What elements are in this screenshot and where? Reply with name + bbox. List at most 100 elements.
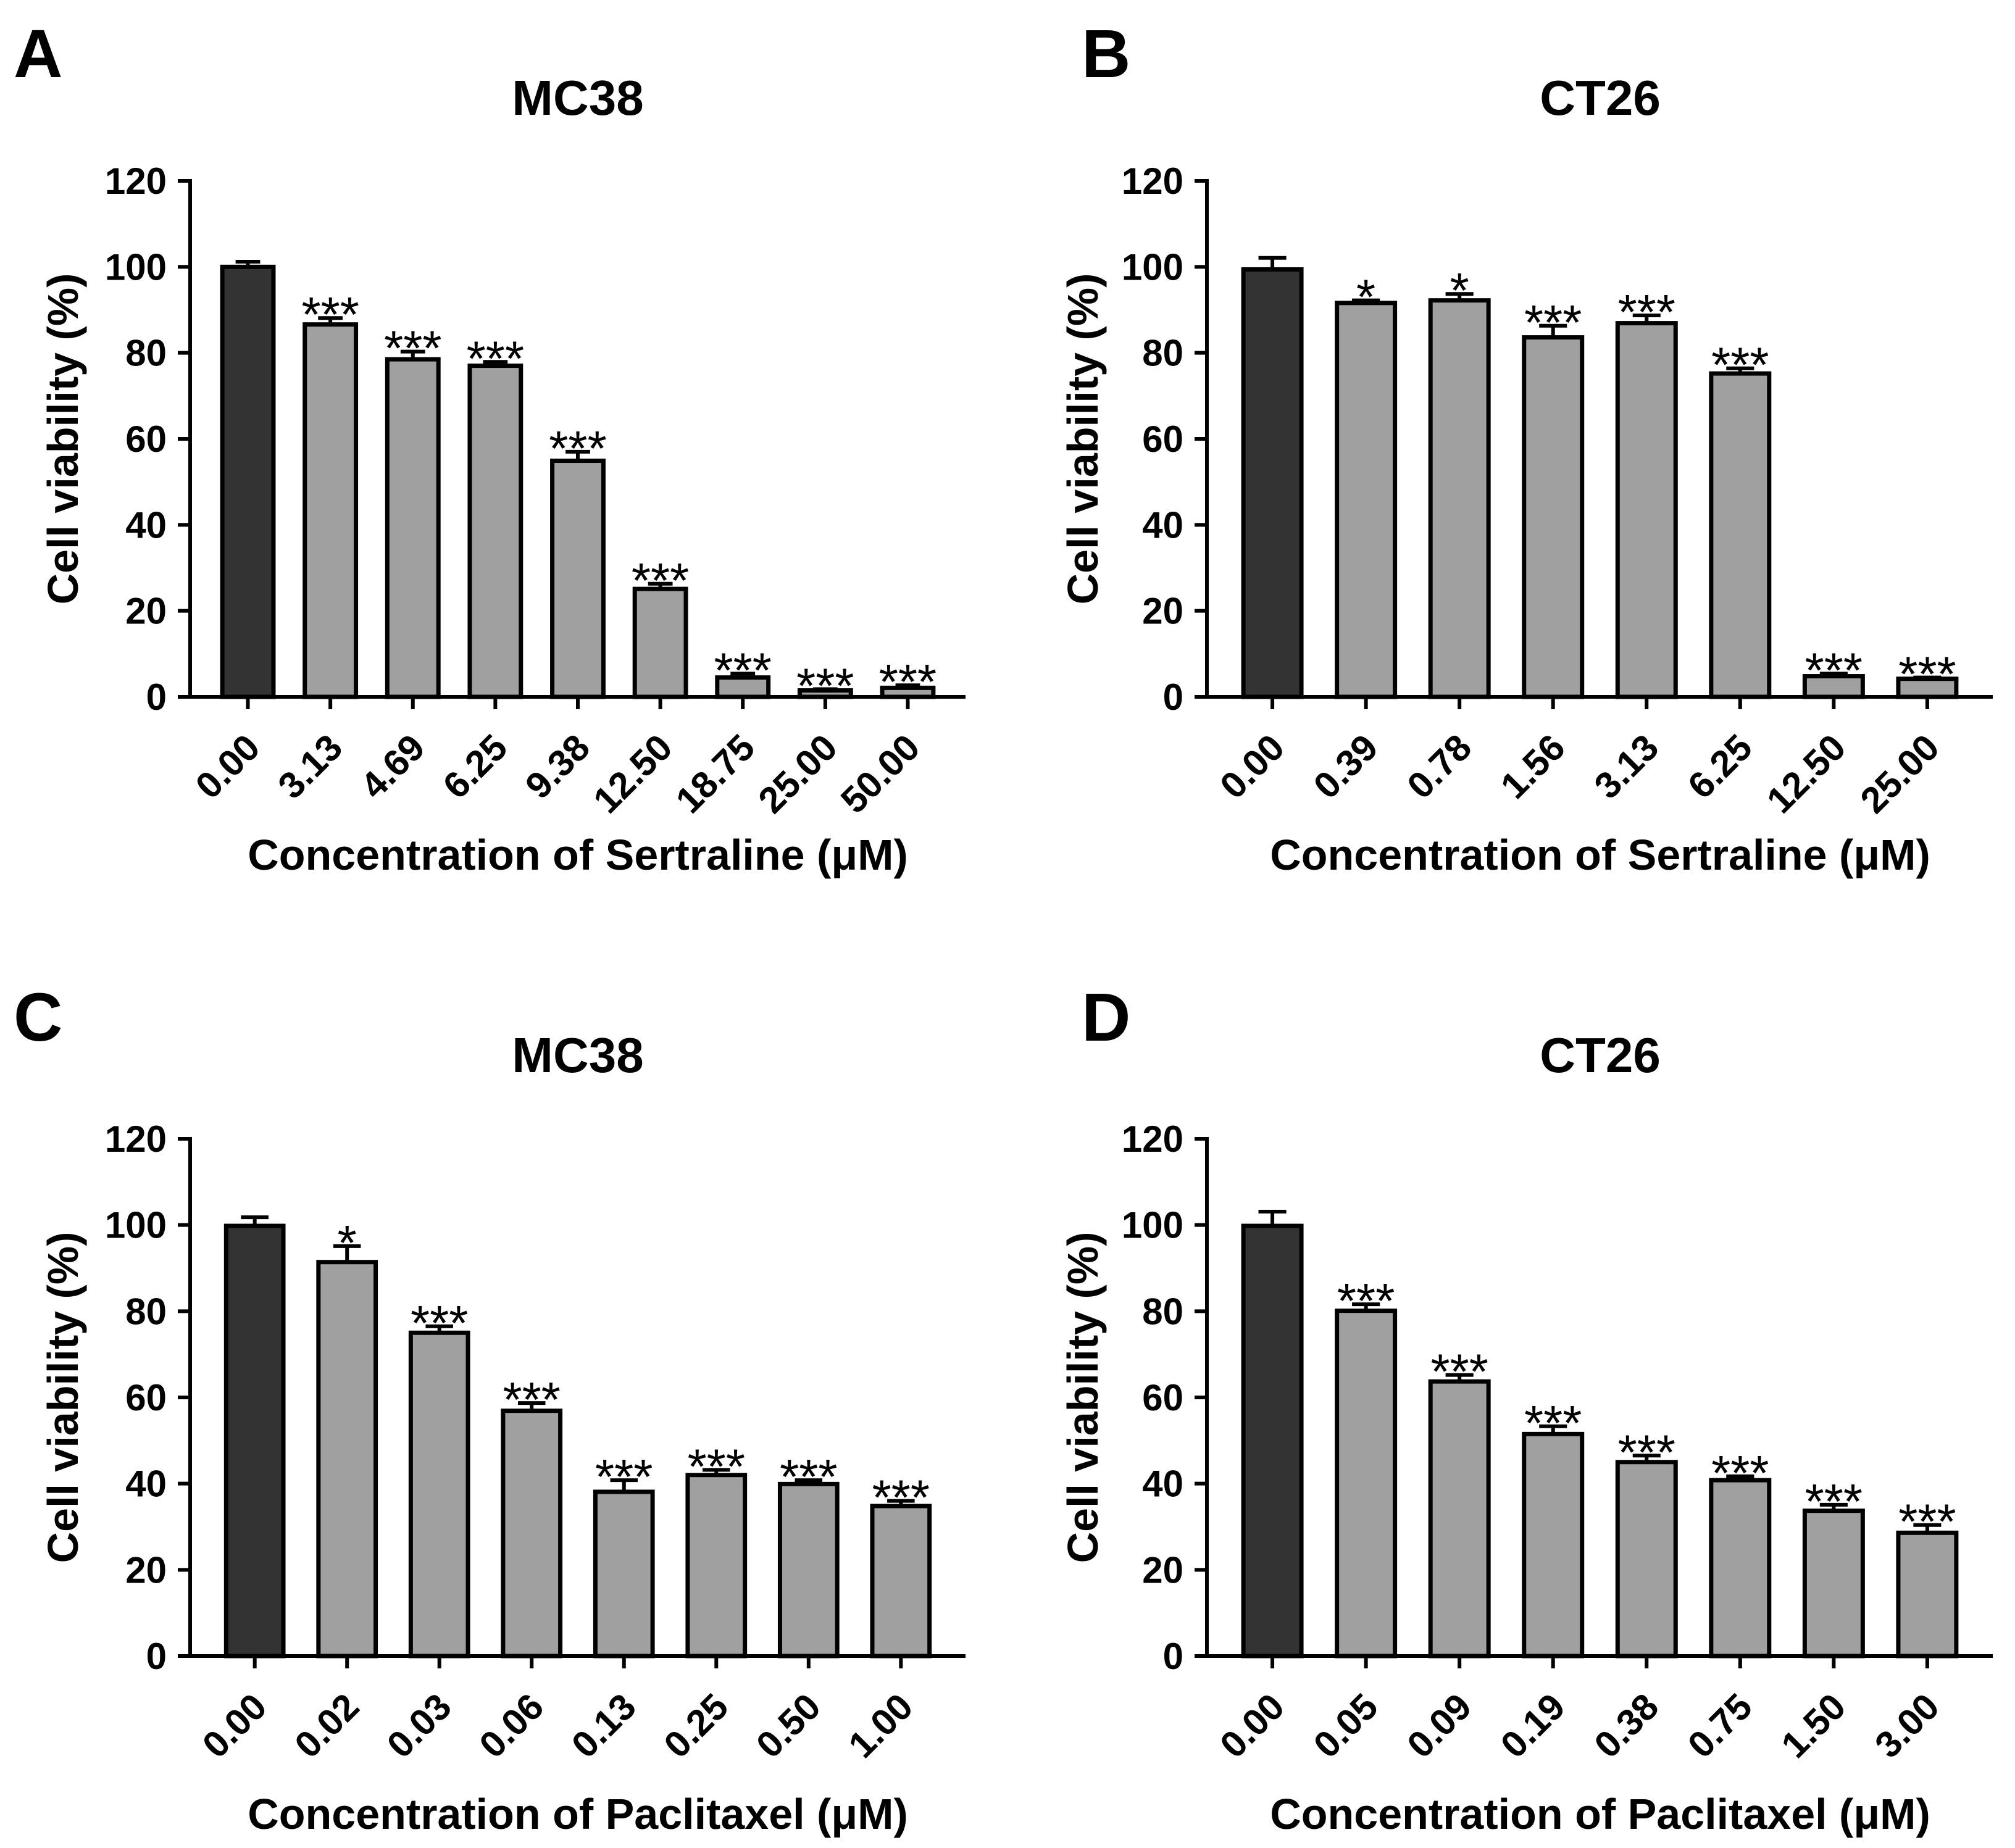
x-axis-title: Concentration of Paclitaxel (μM) bbox=[248, 1790, 908, 1838]
y-tick-label: 60 bbox=[125, 418, 167, 460]
panel-c: C MC38 Cell viability (%) Concentration … bbox=[14, 980, 966, 1838]
panel-label: A bbox=[14, 16, 62, 92]
y-tick-label: 80 bbox=[125, 1291, 167, 1332]
chart-title: CT26 bbox=[1540, 1028, 1661, 1083]
significance-marker: *** bbox=[1898, 647, 1956, 702]
bar bbox=[1335, 301, 1398, 699]
bar bbox=[501, 1409, 563, 1659]
x-axis-title: Concentration of Paclitaxel (μM) bbox=[1270, 1790, 1930, 1838]
significance-marker: * bbox=[338, 1215, 357, 1270]
significance-marker: *** bbox=[632, 553, 689, 608]
y-tick-label: 0 bbox=[1163, 676, 1183, 718]
significance-marker: *** bbox=[1898, 1494, 1956, 1549]
y-tick-label: 40 bbox=[125, 1463, 167, 1505]
significance-marker: *** bbox=[1618, 285, 1675, 339]
significance-marker: *** bbox=[714, 643, 772, 697]
significance-marker: * bbox=[1356, 270, 1375, 325]
bar-control bbox=[1241, 267, 1304, 699]
bar bbox=[316, 1260, 378, 1659]
chart-title: CT26 bbox=[1540, 70, 1661, 125]
bar bbox=[777, 1481, 840, 1659]
bar bbox=[467, 364, 524, 699]
y-tick-label: 60 bbox=[1142, 418, 1183, 460]
bar-control bbox=[1241, 1223, 1304, 1659]
y-axis-title: Cell viability (%) bbox=[1059, 273, 1107, 605]
y-tick-label: 80 bbox=[1142, 333, 1183, 374]
bar-control bbox=[223, 1223, 286, 1659]
y-tick-label: 120 bbox=[1122, 1118, 1183, 1160]
significance-marker: *** bbox=[1430, 1344, 1488, 1399]
y-axis-title: Cell viability (%) bbox=[39, 273, 87, 605]
y-tick-label: 60 bbox=[1142, 1377, 1183, 1418]
significance-marker: * bbox=[1450, 263, 1469, 318]
y-tick-label: 120 bbox=[105, 160, 167, 202]
y-tick-label: 20 bbox=[125, 1549, 167, 1591]
y-tick-label: 20 bbox=[1142, 1549, 1183, 1591]
significance-marker: *** bbox=[595, 1449, 653, 1504]
panel-label: B bbox=[1082, 16, 1130, 92]
bar bbox=[1428, 298, 1491, 699]
bar bbox=[1896, 1530, 1959, 1659]
plot-area: 0204060801001200.00***0.05***0.09***0.19… bbox=[1122, 1118, 1993, 1766]
y-tick-label: 60 bbox=[125, 1377, 167, 1418]
chart-title: MC38 bbox=[512, 70, 643, 125]
y-tick-label: 100 bbox=[105, 1205, 167, 1246]
bar bbox=[1428, 1379, 1491, 1659]
chart-title: MC38 bbox=[512, 1028, 643, 1083]
y-tick-label: 120 bbox=[105, 1118, 167, 1160]
significance-marker: *** bbox=[503, 1372, 561, 1427]
x-axis-title: Concentration of Sertraline (μM) bbox=[1270, 831, 1930, 879]
y-tick-label: 40 bbox=[1142, 504, 1183, 546]
significance-marker: *** bbox=[1805, 1474, 1863, 1529]
significance-marker: *** bbox=[1337, 1273, 1395, 1328]
significance-marker: *** bbox=[467, 331, 524, 386]
bar bbox=[1522, 335, 1585, 699]
significance-marker: *** bbox=[872, 1470, 930, 1525]
significance-marker: *** bbox=[549, 421, 606, 476]
y-tick-label: 80 bbox=[1142, 1291, 1183, 1332]
significance-marker: *** bbox=[1805, 643, 1863, 697]
x-axis-title: Concentration of Sertraline (μM) bbox=[248, 831, 908, 879]
bar bbox=[1615, 321, 1678, 699]
y-axis-title: Cell viability (%) bbox=[39, 1232, 87, 1563]
y-tick-label: 0 bbox=[146, 676, 167, 718]
significance-marker: *** bbox=[1711, 1446, 1769, 1500]
panel-b: B CT26 Cell viability (%) Concentration … bbox=[1059, 16, 1993, 879]
bar bbox=[550, 459, 606, 699]
y-tick-label: 0 bbox=[146, 1636, 167, 1677]
bar bbox=[870, 1504, 932, 1659]
bar bbox=[685, 1473, 748, 1659]
y-tick-label: 100 bbox=[105, 246, 167, 288]
significance-marker: *** bbox=[780, 1449, 837, 1504]
significance-marker: *** bbox=[411, 1296, 468, 1351]
y-tick-label: 100 bbox=[1122, 1205, 1183, 1246]
y-tick-label: 100 bbox=[1122, 246, 1183, 288]
significance-marker: *** bbox=[688, 1439, 745, 1494]
plot-area: 0204060801001200.00*0.02***0.03***0.06**… bbox=[105, 1118, 966, 1766]
y-tick-label: 80 bbox=[125, 333, 167, 374]
bar bbox=[1335, 1309, 1398, 1659]
panel-label: C bbox=[14, 980, 62, 1055]
panel-d: D CT26 Cell viability (%) Concentration … bbox=[1059, 980, 1993, 1838]
significance-marker: *** bbox=[1618, 1425, 1675, 1480]
y-axis-title: Cell viability (%) bbox=[1059, 1232, 1107, 1563]
y-tick-label: 120 bbox=[1122, 160, 1183, 202]
bar bbox=[1615, 1460, 1678, 1659]
bar bbox=[1709, 371, 1772, 699]
y-tick-label: 40 bbox=[125, 504, 167, 546]
bar-control bbox=[220, 264, 276, 699]
significance-marker: *** bbox=[1711, 338, 1769, 393]
y-tick-label: 0 bbox=[1163, 1636, 1183, 1677]
panel-label: D bbox=[1082, 980, 1130, 1055]
bar bbox=[1522, 1431, 1585, 1659]
bar bbox=[385, 357, 441, 699]
bar bbox=[302, 322, 359, 699]
significance-marker: *** bbox=[1524, 1396, 1582, 1451]
bar bbox=[408, 1330, 470, 1659]
y-tick-label: 20 bbox=[1142, 591, 1183, 632]
y-tick-label: 20 bbox=[125, 591, 167, 632]
bar bbox=[1802, 1509, 1865, 1659]
significance-marker: *** bbox=[301, 287, 359, 342]
significance-marker: *** bbox=[384, 321, 441, 376]
